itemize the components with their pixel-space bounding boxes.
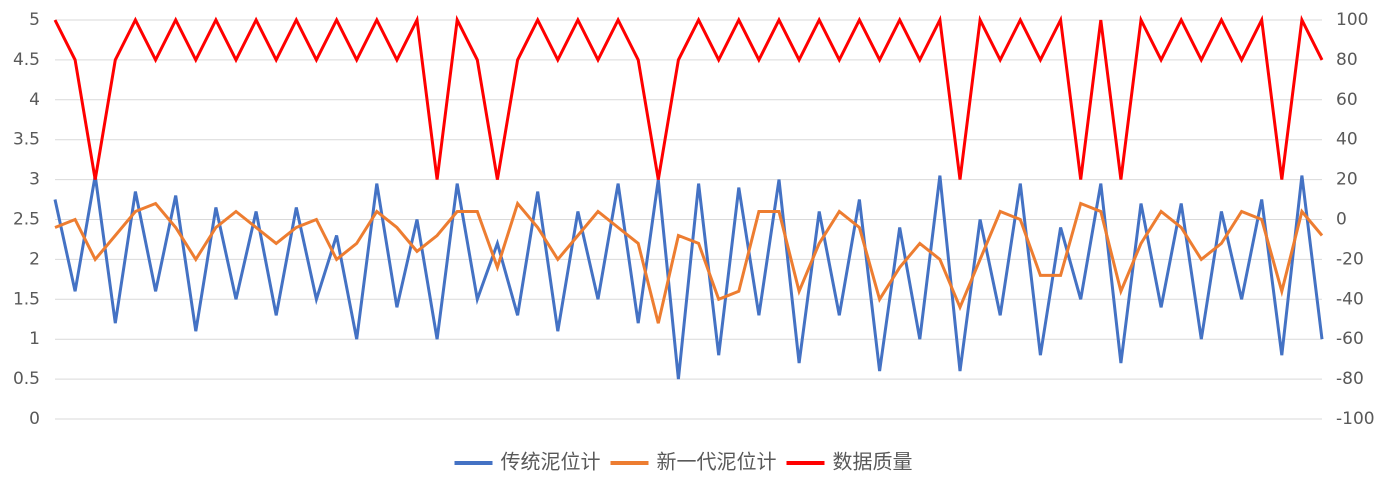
y-tick-label: 1.5: [13, 289, 40, 309]
y2-tick-label: 40: [1336, 130, 1358, 150]
legend-label: 传统泥位计: [501, 450, 601, 474]
y2-tick-label: 100: [1336, 10, 1368, 30]
y2-tick-label: 20: [1336, 170, 1358, 190]
y2-tick-label: 0: [1336, 210, 1347, 230]
y-tick-label: 2.5: [13, 210, 40, 230]
y2-tick-label: -100: [1336, 409, 1375, 429]
y-tick-label: 1: [29, 329, 40, 349]
y-tick-label: 0.5: [13, 369, 40, 389]
y-tick-label: 0: [29, 409, 40, 429]
series-line: [53, 175, 1324, 380]
y-tick-label: 4: [29, 90, 40, 110]
y-tick-label: 3.5: [13, 130, 40, 150]
series-line: [54, 200, 1324, 324]
series-line: [53, 14, 1324, 180]
y-tick-label: 5: [29, 10, 40, 30]
y2-tick-label: -80: [1336, 369, 1364, 389]
y2-tick-label: -20: [1336, 249, 1364, 269]
y-tick-label: 2: [29, 249, 40, 269]
legend-label: 数据质量: [833, 450, 913, 474]
y2-tick-label: -60: [1336, 329, 1364, 349]
y2-tick-label: 80: [1336, 50, 1358, 70]
y2-tick-label: -40: [1336, 289, 1364, 309]
y-tick-label: 3: [29, 170, 40, 190]
y-tick-label: 4.5: [13, 50, 40, 70]
legend-label: 新一代泥位计: [657, 450, 777, 474]
y2-tick-label: 60: [1336, 90, 1358, 110]
